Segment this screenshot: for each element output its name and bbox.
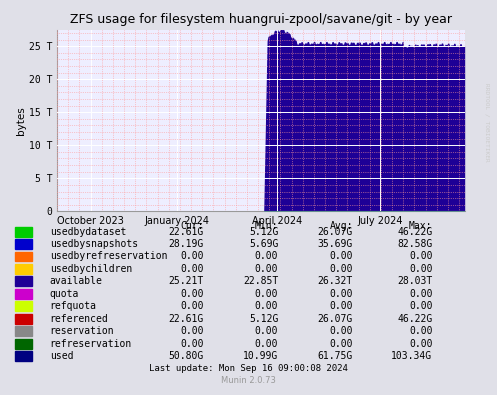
Text: 0.00: 0.00 (255, 289, 278, 299)
Text: reservation: reservation (50, 326, 114, 336)
FancyBboxPatch shape (15, 301, 32, 311)
FancyBboxPatch shape (15, 351, 32, 361)
Text: 5.12G: 5.12G (249, 227, 278, 237)
Text: 0.00: 0.00 (409, 301, 432, 311)
Text: 0.00: 0.00 (330, 326, 353, 336)
Text: 0.00: 0.00 (409, 339, 432, 349)
Text: 0.00: 0.00 (330, 339, 353, 349)
Text: refreservation: refreservation (50, 339, 132, 349)
Text: usedbydataset: usedbydataset (50, 227, 126, 237)
Text: Min:: Min: (255, 221, 278, 231)
Title: ZFS usage for filesystem huangrui-zpool/savane/git - by year: ZFS usage for filesystem huangrui-zpool/… (70, 13, 452, 26)
FancyBboxPatch shape (15, 339, 32, 349)
Text: 10.99G: 10.99G (243, 351, 278, 361)
Text: 26.32T: 26.32T (318, 276, 353, 286)
Text: 0.00: 0.00 (409, 326, 432, 336)
Y-axis label: bytes: bytes (16, 106, 26, 135)
Text: 0.00: 0.00 (255, 301, 278, 311)
Text: 50.80G: 50.80G (168, 351, 204, 361)
Text: 0.00: 0.00 (409, 289, 432, 299)
Text: 0.00: 0.00 (255, 326, 278, 336)
Text: 0.00: 0.00 (180, 264, 204, 274)
Text: 22.85T: 22.85T (243, 276, 278, 286)
Text: Max:: Max: (409, 221, 432, 231)
Text: used: used (50, 351, 73, 361)
Text: 0.00: 0.00 (409, 264, 432, 274)
Text: 22.61G: 22.61G (168, 314, 204, 324)
Text: 46.22G: 46.22G (397, 314, 432, 324)
Text: 0.00: 0.00 (180, 289, 204, 299)
Text: refquota: refquota (50, 301, 97, 311)
Text: usedbysnapshots: usedbysnapshots (50, 239, 138, 249)
FancyBboxPatch shape (15, 314, 32, 324)
FancyBboxPatch shape (15, 239, 32, 249)
FancyBboxPatch shape (15, 289, 32, 299)
Text: Munin 2.0.73: Munin 2.0.73 (221, 376, 276, 385)
FancyBboxPatch shape (15, 326, 32, 336)
Text: 28.19G: 28.19G (168, 239, 204, 249)
Text: usedbyrefreservation: usedbyrefreservation (50, 252, 167, 261)
Text: 0.00: 0.00 (330, 264, 353, 274)
Text: 0.00: 0.00 (180, 301, 204, 311)
FancyBboxPatch shape (15, 227, 32, 237)
Text: RRDTOOL / TOBIOETIKER: RRDTOOL / TOBIOETIKER (485, 83, 490, 162)
Text: 0.00: 0.00 (409, 252, 432, 261)
Text: 46.22G: 46.22G (397, 227, 432, 237)
Text: 0.00: 0.00 (330, 289, 353, 299)
Text: 26.07G: 26.07G (318, 314, 353, 324)
Text: 82.58G: 82.58G (397, 239, 432, 249)
Text: 0.00: 0.00 (180, 339, 204, 349)
Text: 0.00: 0.00 (255, 264, 278, 274)
Text: 35.69G: 35.69G (318, 239, 353, 249)
Text: 22.61G: 22.61G (168, 227, 204, 237)
FancyBboxPatch shape (15, 264, 32, 274)
Text: Last update: Mon Sep 16 09:00:08 2024: Last update: Mon Sep 16 09:00:08 2024 (149, 364, 348, 373)
Text: Avg:: Avg: (330, 221, 353, 231)
Text: 0.00: 0.00 (330, 252, 353, 261)
Text: 0.00: 0.00 (255, 252, 278, 261)
Text: 25.21T: 25.21T (168, 276, 204, 286)
FancyBboxPatch shape (15, 252, 32, 261)
Text: 5.69G: 5.69G (249, 239, 278, 249)
Text: 5.12G: 5.12G (249, 314, 278, 324)
Text: 0.00: 0.00 (180, 252, 204, 261)
Text: available: available (50, 276, 102, 286)
FancyBboxPatch shape (15, 276, 32, 286)
Text: 26.07G: 26.07G (318, 227, 353, 237)
Text: 0.00: 0.00 (330, 301, 353, 311)
Text: referenced: referenced (50, 314, 108, 324)
Text: 0.00: 0.00 (180, 326, 204, 336)
Text: 103.34G: 103.34G (391, 351, 432, 361)
Text: 0.00: 0.00 (255, 339, 278, 349)
Text: 61.75G: 61.75G (318, 351, 353, 361)
Text: 28.03T: 28.03T (397, 276, 432, 286)
Text: usedbychildren: usedbychildren (50, 264, 132, 274)
Text: quota: quota (50, 289, 79, 299)
Text: Cur:: Cur: (180, 221, 204, 231)
